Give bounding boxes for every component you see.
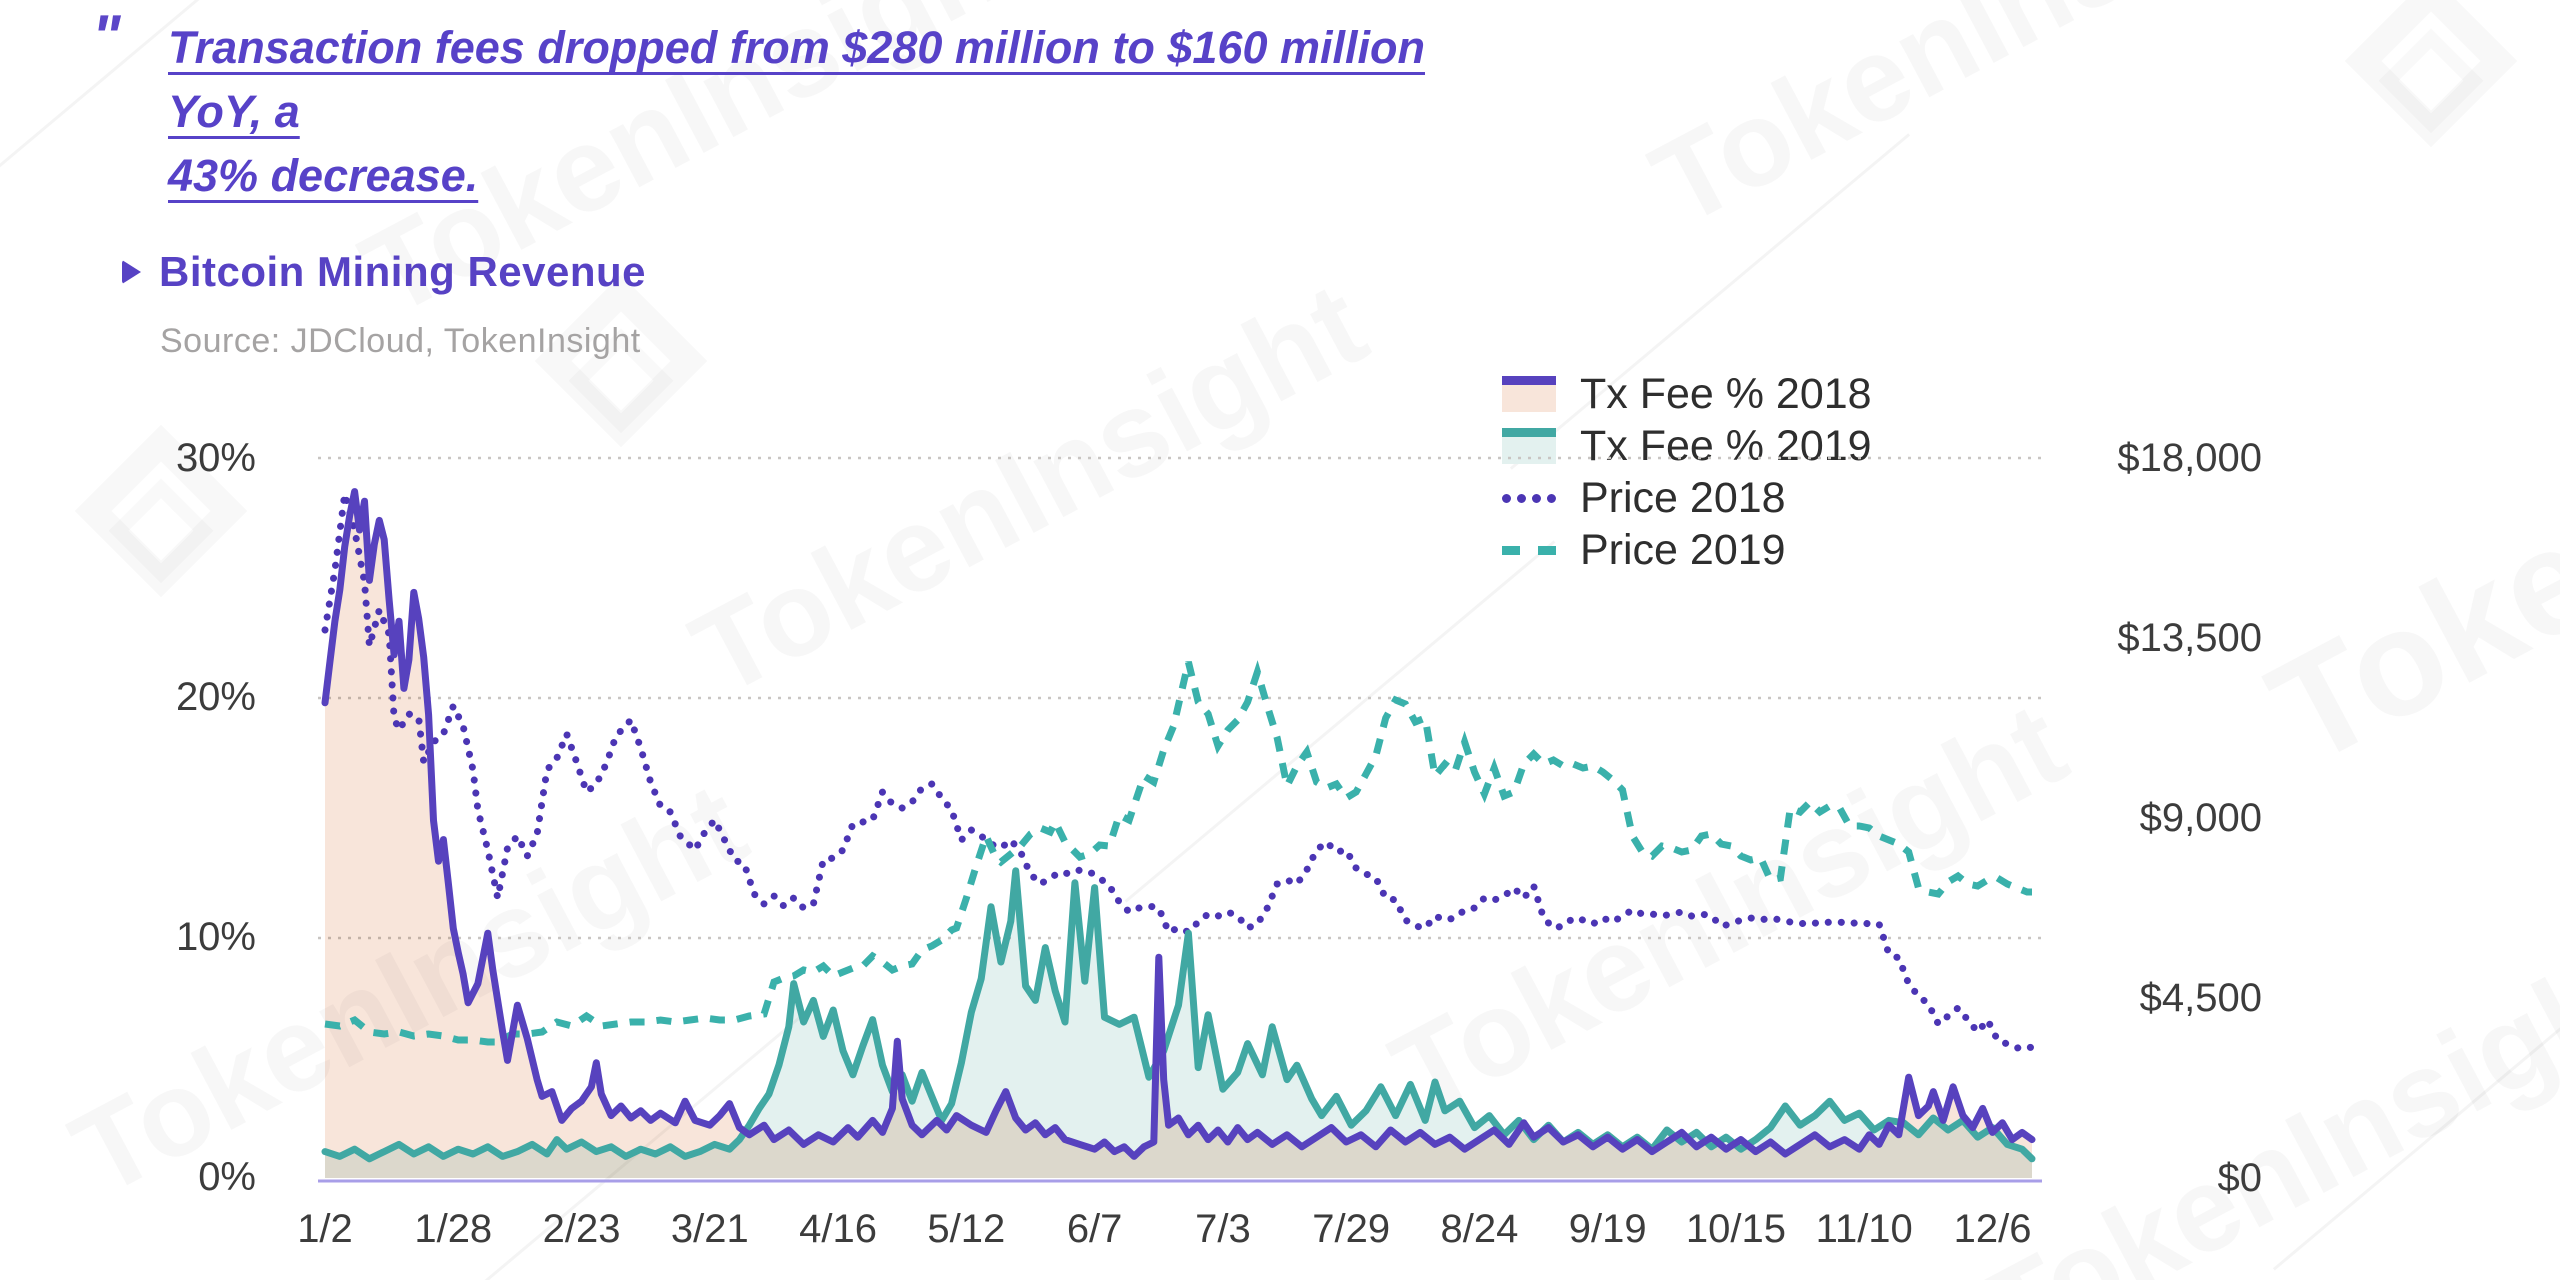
y-axis-left-label-20: 20% [175,675,256,719]
x-axis-label: 7/3 [1195,1207,1251,1251]
chart-legend: Tx Fee % 2018 Tx Fee % 2019 Price 2018 P… [1502,368,1872,576]
chart-source: Source: JDCloud, TokenInsight [160,322,641,360]
x-axis-label: 5/12 [927,1207,1006,1251]
legend-swatch-dashed-line [1502,545,1556,555]
y-axis-left-label-30: 30% [175,436,256,480]
bullet-triangle-icon [122,260,141,284]
chart-title: Bitcoin Mining Revenue [159,248,647,295]
x-axis-label: 1/28 [414,1207,493,1251]
x-axis-label: 10/15 [1685,1207,1787,1251]
title-line-2: 43% decrease. [168,150,479,201]
legend-label: Tx Fee % 2019 [1580,421,1872,470]
x-axis-label: 2/23 [542,1207,621,1251]
page-title: Transaction fees dropped from $280 milli… [168,16,1468,208]
x-axis-label: 6/7 [1066,1207,1123,1251]
x-axis-label: 8/24 [1440,1207,1519,1251]
legend-swatch-area-2018 [1502,376,1556,412]
x-axis-label: 12/6 [1953,1207,2032,1251]
x-axis-label: 4/16 [799,1207,877,1251]
y-axis-right-label-9000: $9,000 [2139,796,2262,840]
legend-swatch-area-2019 [1502,428,1556,464]
x-axis-label: 7/29 [1312,1207,1391,1251]
quote-mark: " [92,3,121,70]
chart-section-header: Bitcoin Mining Revenue [122,248,646,296]
legend-label: Price 2019 [1580,525,1786,574]
legend-item-txfee-2018: Tx Fee % 2018 [1502,368,1872,420]
x-axis-label: 1/2 [297,1207,353,1251]
legend-item-price-2019: Price 2019 [1502,524,1872,576]
legend-item-price-2018: Price 2018 [1502,472,1872,524]
legend-label: Tx Fee % 2018 [1580,369,1872,418]
legend-swatch-dotted-line [1502,493,1556,503]
legend-label: Price 2018 [1580,473,1786,522]
y-axis-right-label-13500: $13,500 [2117,616,2262,660]
x-axis-label: 11/10 [1815,1207,1913,1251]
legend-item-txfee-2019: Tx Fee % 2019 [1502,420,1872,472]
y-axis-right-label-0: $0 [2217,1156,2263,1200]
y-axis-left-label-10: 10% [175,915,256,959]
x-axis-label: 3/21 [670,1207,749,1251]
x-axis-label: 9/19 [1568,1207,1647,1251]
y-axis-right-label-4500: $4,500 [2139,976,2262,1020]
title-line-1: Transaction fees dropped from $280 milli… [168,22,1425,137]
y-axis-right-label-18000: $18,000 [2117,436,2262,480]
y-axis-left-label-0: 0% [198,1155,256,1199]
